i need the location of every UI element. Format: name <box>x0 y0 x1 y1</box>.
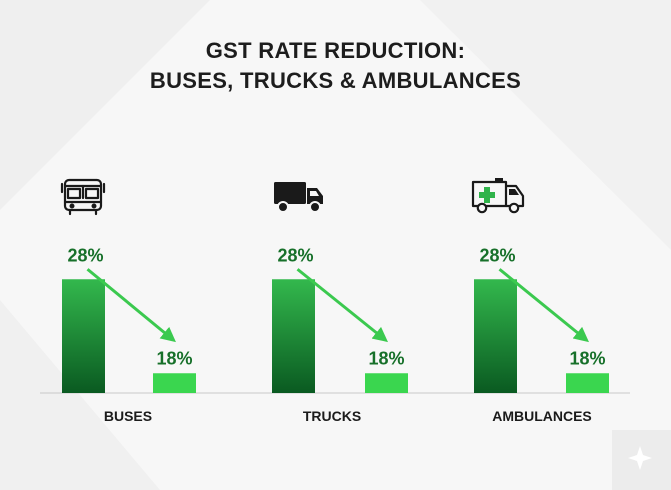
value-label-after-ambulances: 18% <box>569 348 605 368</box>
reduction-arrow-trucks <box>296 268 389 343</box>
bar-after-trucks <box>365 373 408 393</box>
bar-before-buses <box>62 279 105 393</box>
page-title: GST RATE REDUCTION: BUSES, TRUCKS & AMBU… <box>0 36 671 96</box>
category-label-trucks: TRUCKS <box>303 408 361 424</box>
value-label-after-buses: 18% <box>156 348 192 368</box>
truck-icon <box>274 182 323 213</box>
bus-icon <box>60 178 106 216</box>
ambulance-icon <box>471 178 525 214</box>
sparkle-icon <box>628 446 652 470</box>
value-label-before-buses: 28% <box>67 245 103 265</box>
title-line-2: BUSES, TRUCKS & AMBULANCES <box>149 68 522 93</box>
reduction-arrow-buses <box>86 268 176 343</box>
reduction-arrow-ambulances <box>498 268 589 343</box>
bar-before-ambulances <box>474 279 517 393</box>
value-label-before-ambulances: 28% <box>479 245 515 265</box>
title-line-1: GST RATE REDUCTION: <box>205 38 466 63</box>
value-label-after-trucks: 18% <box>368 348 404 368</box>
bar-after-buses <box>153 373 196 393</box>
category-label-ambulances: AMBULANCES <box>492 408 592 424</box>
bar-after-ambulances <box>566 373 609 393</box>
category-label-buses: BUSES <box>104 408 152 424</box>
bars-layer: 28% 18% BUSES 28% 18% TRUCKS 28% 18% AMBULANCES <box>40 245 630 424</box>
bar-before-trucks <box>272 279 315 393</box>
value-label-before-trucks: 28% <box>277 245 313 265</box>
